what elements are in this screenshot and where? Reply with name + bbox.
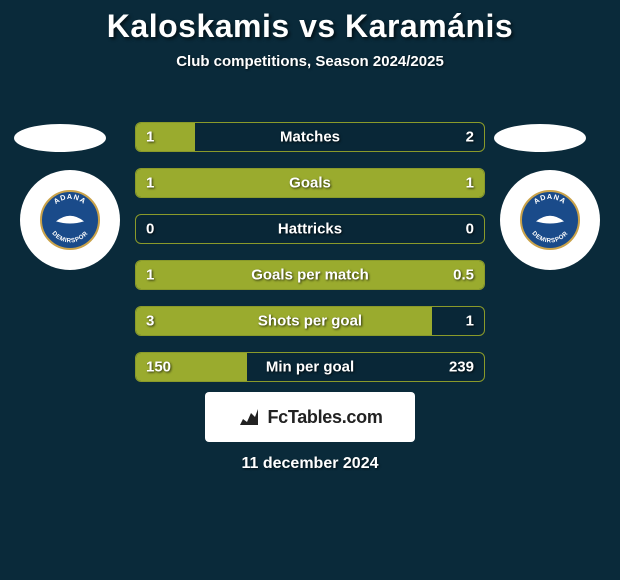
stat-value-right: 239 xyxy=(449,359,474,376)
svg-text:ADANA: ADANA xyxy=(532,192,568,206)
stat-value-left: 3 xyxy=(146,313,154,330)
country-flag-left xyxy=(14,124,106,152)
svg-text:DEMIRSPOR: DEMIRSPOR xyxy=(50,230,89,245)
country-flag-right xyxy=(494,124,586,152)
club-logo-left: ADANA DEMIRSPOR xyxy=(20,170,120,270)
fctables-text: FcTables.com xyxy=(267,407,382,428)
stat-label: Shots per goal xyxy=(258,313,362,330)
stat-bar: 150 239 Min per goal xyxy=(135,352,485,382)
stat-label: Min per goal xyxy=(266,359,354,376)
stat-value-right: 0.5 xyxy=(453,267,474,284)
stat-value-left: 150 xyxy=(146,359,171,376)
stat-bar: 1 1 Goals xyxy=(135,168,485,198)
page-title: Kaloskamis vs Karamánis xyxy=(0,0,620,45)
stat-bar: 0 0 Hattricks xyxy=(135,214,485,244)
stat-value-left: 0 xyxy=(146,221,154,238)
comparison-bars: 1 2 Matches 1 1 Goals 0 0 Hattricks 1 0.5 Goals per… xyxy=(135,122,485,398)
stat-value-left: 1 xyxy=(146,267,154,284)
page-subtitle: Club competitions, Season 2024/2025 xyxy=(0,53,620,70)
stat-label: Hattricks xyxy=(278,221,342,238)
stat-value-left: 1 xyxy=(146,129,154,146)
chart-icon xyxy=(237,405,261,429)
stat-bar: 1 0.5 Goals per match xyxy=(135,260,485,290)
stat-label: Matches xyxy=(280,129,340,146)
stat-value-right: 1 xyxy=(466,313,474,330)
club-logo-right: ADANA DEMIRSPOR xyxy=(500,170,600,270)
stat-value-left: 1 xyxy=(146,175,154,192)
stat-bar: 1 2 Matches xyxy=(135,122,485,152)
svg-text:ADANA: ADANA xyxy=(52,192,88,206)
stat-label: Goals xyxy=(289,175,331,192)
stat-label: Goals per match xyxy=(251,267,369,284)
stat-value-right: 2 xyxy=(466,129,474,146)
date-text: 11 december 2024 xyxy=(242,455,379,473)
stat-value-right: 0 xyxy=(466,221,474,238)
svg-text:DEMIRSPOR: DEMIRSPOR xyxy=(530,230,569,245)
fctables-badge: FcTables.com xyxy=(205,392,415,442)
stat-value-right: 1 xyxy=(466,175,474,192)
stat-bar: 3 1 Shots per goal xyxy=(135,306,485,336)
